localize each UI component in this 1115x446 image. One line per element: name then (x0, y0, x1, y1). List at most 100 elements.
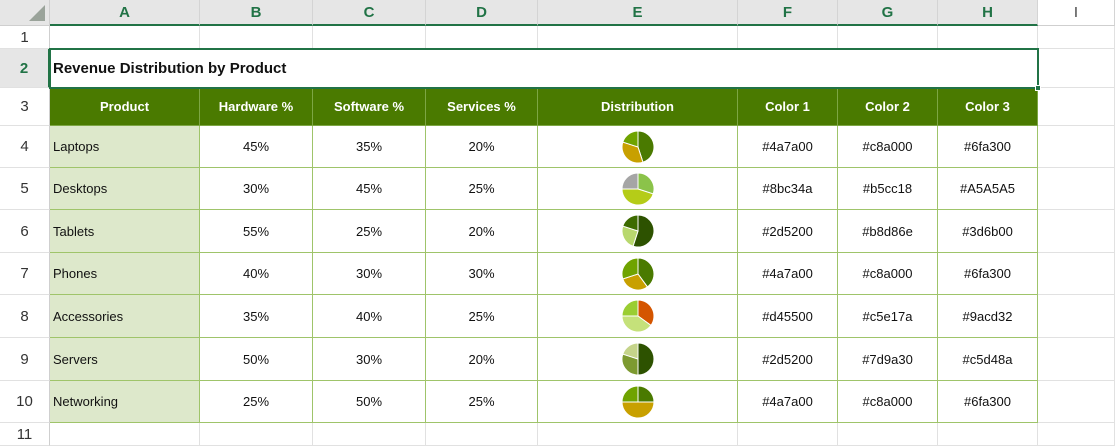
color-3-cell[interactable]: #6fa300 (938, 253, 1038, 295)
software-cell[interactable]: 35% (313, 126, 426, 168)
row-header-11[interactable]: 11 (0, 423, 50, 446)
column-header-i[interactable]: I (1038, 0, 1115, 26)
select-all-corner[interactable] (0, 0, 50, 26)
color-2-cell[interactable]: #b5cc18 (838, 168, 938, 210)
color-3-cell[interactable]: #6fa300 (938, 126, 1038, 168)
software-cell[interactable]: 30% (313, 338, 426, 381)
software-cell[interactable]: 45% (313, 168, 426, 210)
empty-cell[interactable] (838, 423, 938, 446)
product-cell[interactable]: Tablets (50, 210, 200, 253)
empty-cell[interactable] (1038, 381, 1115, 423)
header-software[interactable]: Software % (313, 88, 426, 126)
color-1-cell[interactable]: #2d5200 (738, 210, 838, 253)
color-2-cell[interactable]: #7d9a30 (838, 338, 938, 381)
empty-cell[interactable] (1038, 253, 1115, 295)
services-cell[interactable]: 20% (426, 210, 538, 253)
empty-cell[interactable] (1038, 49, 1115, 88)
row-header-10[interactable]: 10 (0, 381, 50, 423)
empty-cell[interactable] (938, 423, 1038, 446)
product-cell[interactable]: Desktops (50, 168, 200, 210)
product-cell[interactable]: Servers (50, 338, 200, 381)
header-color-1[interactable]: Color 1 (738, 88, 838, 126)
hardware-cell[interactable]: 50% (200, 338, 313, 381)
software-cell[interactable]: 25% (313, 210, 426, 253)
color-2-cell[interactable]: #b8d86e (838, 210, 938, 253)
services-cell[interactable]: 25% (426, 381, 538, 423)
distribution-cell[interactable] (538, 126, 738, 168)
services-cell[interactable]: 20% (426, 338, 538, 381)
row-header-1[interactable]: 1 (0, 26, 50, 49)
column-header-d[interactable]: D (426, 0, 538, 26)
distribution-cell[interactable] (538, 210, 738, 253)
empty-cell[interactable] (1038, 295, 1115, 338)
empty-cell[interactable] (1038, 338, 1115, 381)
color-1-cell[interactable]: #4a7a00 (738, 381, 838, 423)
empty-cell[interactable] (838, 26, 938, 49)
empty-cell[interactable] (1038, 210, 1115, 253)
distribution-cell[interactable] (538, 168, 738, 210)
column-header-e[interactable]: E (538, 0, 738, 26)
services-cell[interactable]: 30% (426, 253, 538, 295)
color-1-cell[interactable]: #2d5200 (738, 338, 838, 381)
color-3-cell[interactable]: #c5d48a (938, 338, 1038, 381)
empty-cell[interactable] (938, 26, 1038, 49)
color-3-cell[interactable]: #3d6b00 (938, 210, 1038, 253)
row-header-2[interactable]: 2 (0, 49, 50, 88)
row-header-9[interactable]: 9 (0, 338, 50, 381)
distribution-cell[interactable] (538, 381, 738, 423)
distribution-cell[interactable] (538, 295, 738, 338)
software-cell[interactable]: 30% (313, 253, 426, 295)
hardware-cell[interactable]: 40% (200, 253, 313, 295)
services-cell[interactable]: 25% (426, 295, 538, 338)
services-cell[interactable]: 25% (426, 168, 538, 210)
column-header-b[interactable]: B (200, 0, 313, 26)
hardware-cell[interactable]: 25% (200, 381, 313, 423)
product-cell[interactable]: Accessories (50, 295, 200, 338)
hardware-cell[interactable]: 35% (200, 295, 313, 338)
row-header-8[interactable]: 8 (0, 295, 50, 338)
empty-cell[interactable] (50, 423, 200, 446)
distribution-cell[interactable] (538, 338, 738, 381)
hardware-cell[interactable]: 45% (200, 126, 313, 168)
sheet-title[interactable]: Revenue Distribution by Product (53, 60, 287, 77)
color-3-cell[interactable]: #6fa300 (938, 381, 1038, 423)
column-header-g[interactable]: G (838, 0, 938, 26)
fill-handle[interactable] (1035, 85, 1041, 91)
color-1-cell[interactable]: #d45500 (738, 295, 838, 338)
row-header-7[interactable]: 7 (0, 253, 50, 295)
header-color-2[interactable]: Color 2 (838, 88, 938, 126)
empty-cell[interactable] (1038, 126, 1115, 168)
empty-cell[interactable] (313, 26, 426, 49)
color-3-cell[interactable]: #9acd32 (938, 295, 1038, 338)
empty-cell[interactable] (200, 26, 313, 49)
row-header-6[interactable]: 6 (0, 210, 50, 253)
empty-cell[interactable] (426, 26, 538, 49)
column-header-c[interactable]: C (313, 0, 426, 26)
column-header-f[interactable]: F (738, 0, 838, 26)
header-hardware[interactable]: Hardware % (200, 88, 313, 126)
product-cell[interactable]: Networking (50, 381, 200, 423)
header-services[interactable]: Services % (426, 88, 538, 126)
hardware-cell[interactable]: 30% (200, 168, 313, 210)
color-2-cell[interactable]: #c8a000 (838, 126, 938, 168)
empty-cell[interactable] (1038, 423, 1115, 446)
empty-cell[interactable] (1038, 168, 1115, 210)
software-cell[interactable]: 50% (313, 381, 426, 423)
empty-cell[interactable] (426, 423, 538, 446)
empty-cell[interactable] (313, 423, 426, 446)
row-header-5[interactable]: 5 (0, 168, 50, 210)
hardware-cell[interactable]: 55% (200, 210, 313, 253)
color-2-cell[interactable]: #c5e17a (838, 295, 938, 338)
empty-cell[interactable] (50, 26, 200, 49)
empty-cell[interactable] (738, 26, 838, 49)
row-header-3[interactable]: 3 (0, 88, 50, 126)
product-cell[interactable]: Phones (50, 253, 200, 295)
row-header-4[interactable]: 4 (0, 126, 50, 168)
header-distribution[interactable]: Distribution (538, 88, 738, 126)
color-3-cell[interactable]: #A5A5A5 (938, 168, 1038, 210)
header-product[interactable]: Product (50, 88, 200, 126)
header-color-3[interactable]: Color 3 (938, 88, 1038, 126)
product-cell[interactable]: Laptops (50, 126, 200, 168)
distribution-cell[interactable] (538, 253, 738, 295)
empty-cell[interactable] (1038, 26, 1115, 49)
